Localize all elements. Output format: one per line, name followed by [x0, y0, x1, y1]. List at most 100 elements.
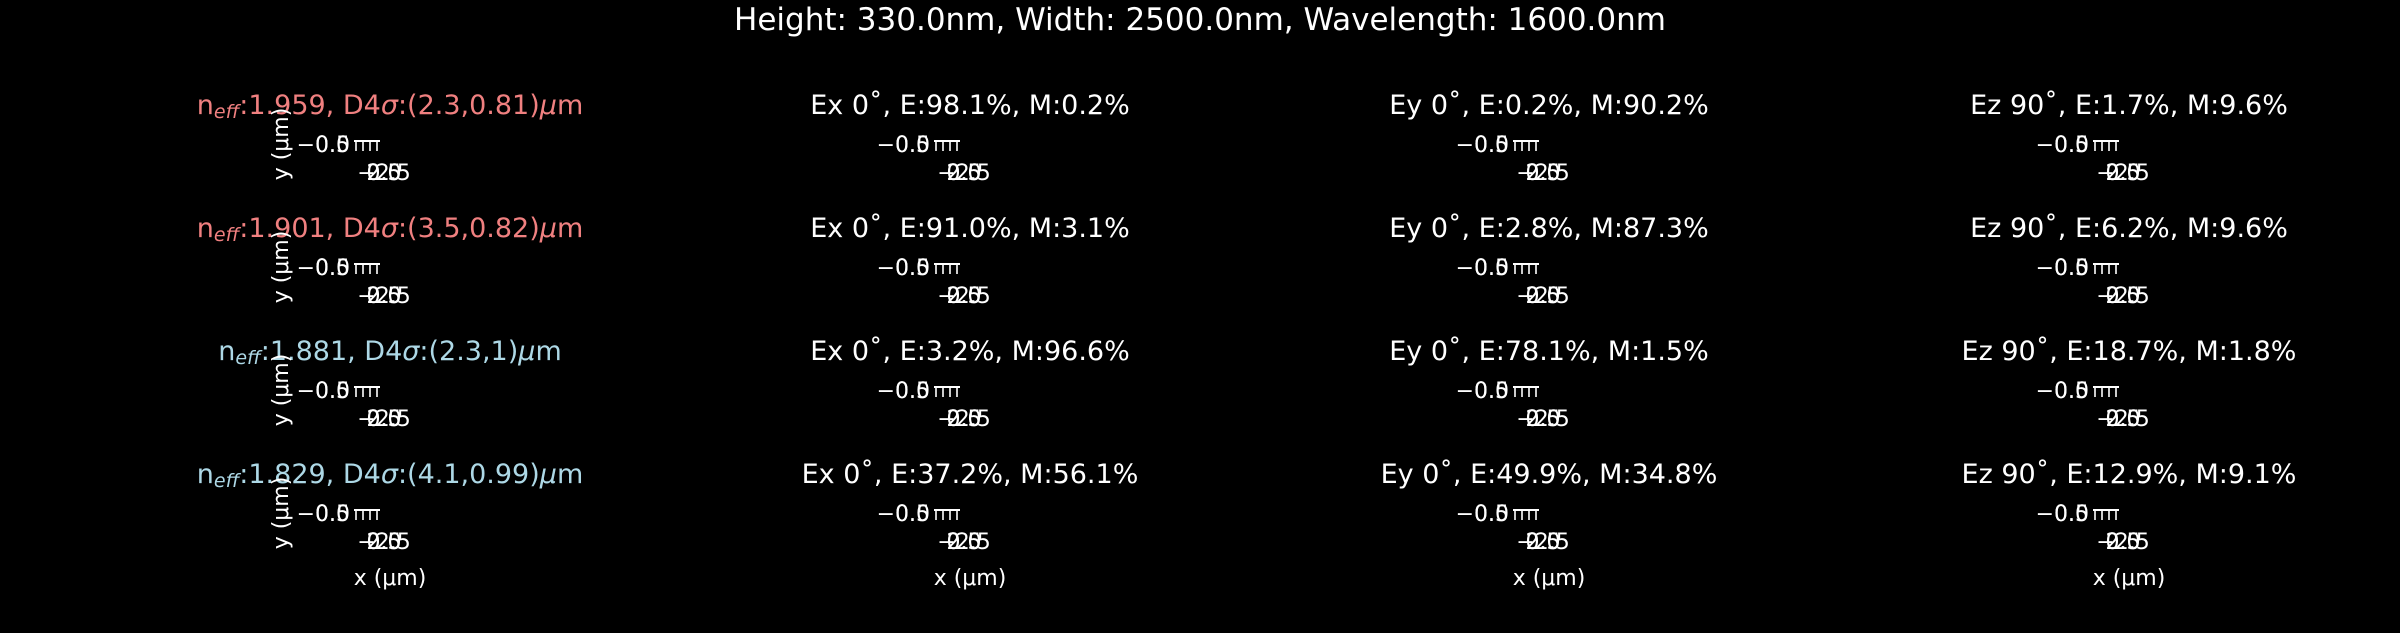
ytick-label: −0.5 [297, 379, 350, 404]
xtick-label: −2.5 [2096, 284, 2149, 309]
xtick-label: 2.5 [2106, 161, 2141, 186]
xtick-label: −2.5 [937, 161, 990, 186]
xtick-label: 2.5 [947, 407, 982, 432]
panel-title-ey-mode-4: Ey 0˚, E:49.9%, M:34.8% [1381, 459, 1718, 490]
xtick-label: 0.0 [2106, 161, 2141, 186]
xtick-label: −2.5 [937, 284, 990, 309]
y-axis-label: y (μm) [269, 354, 294, 427]
y-axis-label: y (μm) [269, 477, 294, 550]
xtick-label: −2.5 [1516, 407, 1569, 432]
panel-title-ez-mode-1: Ez 90˚, E:1.7%, M:9.6% [1970, 90, 2288, 121]
xtick-label: 0.0 [947, 284, 982, 309]
xtick-label: 0.0 [1526, 530, 1561, 555]
xtick-label: −2.5 [1516, 284, 1569, 309]
ytick-label: −0.5 [1456, 256, 1509, 281]
xtick-label: −2.5 [2096, 161, 2149, 186]
ytick-label: 0.0 [2054, 256, 2089, 281]
ytick-label: 0.0 [1474, 133, 1509, 158]
ytick-label: 0.0 [315, 379, 350, 404]
x-axis-label: x (μm) [354, 566, 427, 591]
ytick-label: −0.5 [877, 379, 930, 404]
xtick-label: −2.5 [937, 530, 990, 555]
xtick-label: 0.0 [1526, 407, 1561, 432]
xtick-label: 0.0 [2106, 530, 2141, 555]
ytick-label: 0.0 [2054, 502, 2089, 527]
xtick-label: −2.5 [1516, 530, 1569, 555]
ytick-label: 0.0 [895, 379, 930, 404]
x-axis-label: x (μm) [934, 566, 1007, 591]
xtick-label: 2.5 [947, 161, 982, 186]
panel-title-ex-mode-2: Ex 0˚, E:91.0%, M:3.1% [810, 213, 1130, 244]
mode-label-1: neff:1.959, D4σ:(2.3,0.81)μm [197, 90, 584, 123]
xtick-label: 2.5 [1526, 530, 1561, 555]
ytick-label: −0.5 [297, 133, 350, 158]
panel-title-ez-mode-4: Ez 90˚, E:12.9%, M:9.1% [1962, 459, 2297, 490]
xtick-label: 2.5 [2106, 530, 2141, 555]
ytick-label: 0.0 [1474, 256, 1509, 281]
y-axis-label: y (μm) [269, 231, 294, 304]
xtick-label: 0.0 [367, 530, 402, 555]
x-axis-label: x (μm) [2093, 566, 2166, 591]
panel-title-ey-mode-2: Ey 0˚, E:2.8%, M:87.3% [1389, 213, 1709, 244]
panel-title-ey-mode-1: Ey 0˚, E:0.2%, M:90.2% [1389, 90, 1709, 121]
xtick-label: 0.0 [2106, 284, 2141, 309]
xtick-label: 2.5 [367, 284, 402, 309]
panel-title-ez-mode-3: Ez 90˚, E:18.7%, M:1.8% [1962, 336, 2297, 367]
xtick-label: 2.5 [947, 284, 982, 309]
ytick-label: −0.5 [297, 256, 350, 281]
mode-label-4: neff:1.829, D4σ:(4.1,0.99)μm [197, 459, 584, 492]
xtick-label: 0.0 [1526, 284, 1561, 309]
xtick-label: −2.5 [937, 407, 990, 432]
ytick-label: −0.5 [1456, 379, 1509, 404]
xtick-label: 2.5 [1526, 284, 1561, 309]
y-axis-label: y (μm) [269, 108, 294, 181]
xtick-label: 2.5 [947, 530, 982, 555]
xtick-label: 2.5 [1526, 161, 1561, 186]
panel-title-ex-mode-4: Ex 0˚, E:37.2%, M:56.1% [802, 459, 1139, 490]
xtick-label: 2.5 [367, 407, 402, 432]
xtick-label: −2.5 [357, 407, 410, 432]
x-axis-label: x (μm) [1513, 566, 1586, 591]
panel-title-ex-mode-3: Ex 0˚, E:3.2%, M:96.6% [810, 336, 1130, 367]
xtick-label: 0.0 [947, 161, 982, 186]
ytick-label: −0.5 [2036, 502, 2089, 527]
panel-title-ey-mode-3: Ey 0˚, E:78.1%, M:1.5% [1389, 336, 1709, 367]
xtick-label: 0.0 [947, 530, 982, 555]
mode-label-3: neff:1.881, D4σ:(2.3,1)μm [218, 336, 562, 369]
xtick-label: −2.5 [357, 161, 410, 186]
xtick-label: 0.0 [367, 284, 402, 309]
xtick-label: 2.5 [2106, 284, 2141, 309]
xtick-label: −2.5 [357, 284, 410, 309]
xtick-label: 2.5 [1526, 407, 1561, 432]
ytick-label: −0.5 [877, 502, 930, 527]
xtick-label: −2.5 [2096, 530, 2149, 555]
ytick-label: 0.0 [315, 133, 350, 158]
xtick-label: 0.0 [367, 161, 402, 186]
ytick-label: −0.5 [1456, 133, 1509, 158]
ytick-label: −0.5 [877, 133, 930, 158]
ytick-label: 0.0 [1474, 502, 1509, 527]
ytick-label: −0.5 [2036, 256, 2089, 281]
ytick-label: 0.0 [315, 256, 350, 281]
ytick-label: −0.5 [877, 256, 930, 281]
xtick-label: −2.5 [357, 530, 410, 555]
ytick-label: 0.0 [895, 502, 930, 527]
ytick-label: −0.5 [2036, 379, 2089, 404]
ytick-label: 0.0 [895, 133, 930, 158]
xtick-label: 2.5 [367, 530, 402, 555]
panel-title-ez-mode-2: Ez 90˚, E:6.2%, M:9.6% [1970, 213, 2288, 244]
xtick-label: 0.0 [1526, 161, 1561, 186]
mode-label-2: neff:1.901, D4σ:(3.5,0.82)μm [197, 213, 584, 246]
ytick-label: 0.0 [895, 256, 930, 281]
ytick-label: 0.0 [1474, 379, 1509, 404]
xtick-label: 0.0 [2106, 407, 2141, 432]
ytick-label: 0.0 [2054, 133, 2089, 158]
ytick-label: −0.5 [1456, 502, 1509, 527]
panel-title-ex-mode-1: Ex 0˚, E:98.1%, M:0.2% [810, 90, 1130, 121]
ytick-label: −0.5 [2036, 133, 2089, 158]
ytick-label: 0.0 [2054, 379, 2089, 404]
xtick-label: −2.5 [1516, 161, 1569, 186]
ytick-label: −0.5 [297, 502, 350, 527]
xtick-label: 0.0 [367, 407, 402, 432]
